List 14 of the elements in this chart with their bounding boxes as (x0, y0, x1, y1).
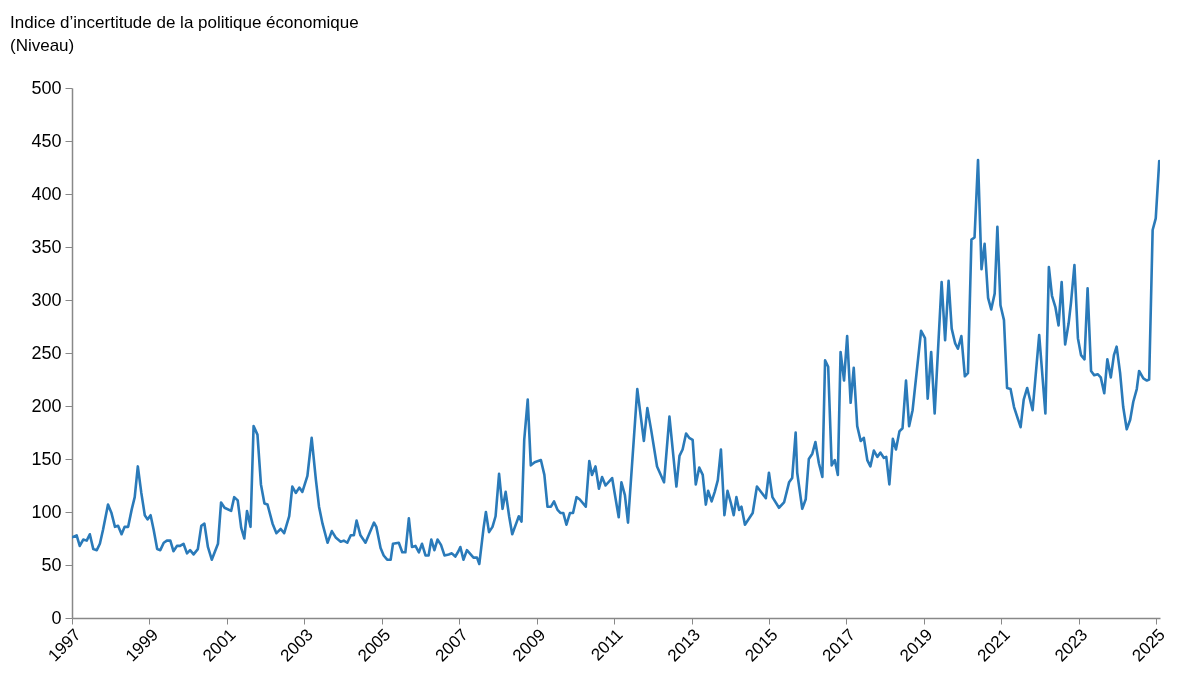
chart-title: Indice d’incertitude de la politique économique (10, 13, 359, 32)
line-series (72, 158, 1160, 566)
y-tick-label: 400 (31, 183, 62, 204)
y-tick-label: 0 (51, 607, 62, 628)
y-tick-label: 500 (31, 77, 62, 98)
y-tick-label: 150 (31, 448, 62, 469)
chart-subtitle: (Niveau) (10, 36, 75, 55)
y-tick-label: 50 (41, 554, 62, 575)
y-tick-label: 300 (31, 289, 62, 310)
y-tick-label: 250 (31, 342, 62, 363)
y-tick-label: 350 (31, 236, 62, 257)
y-tick-label: 200 (31, 395, 62, 416)
y-tick-label: 450 (31, 130, 62, 151)
y-tick-label: 100 (31, 501, 62, 522)
